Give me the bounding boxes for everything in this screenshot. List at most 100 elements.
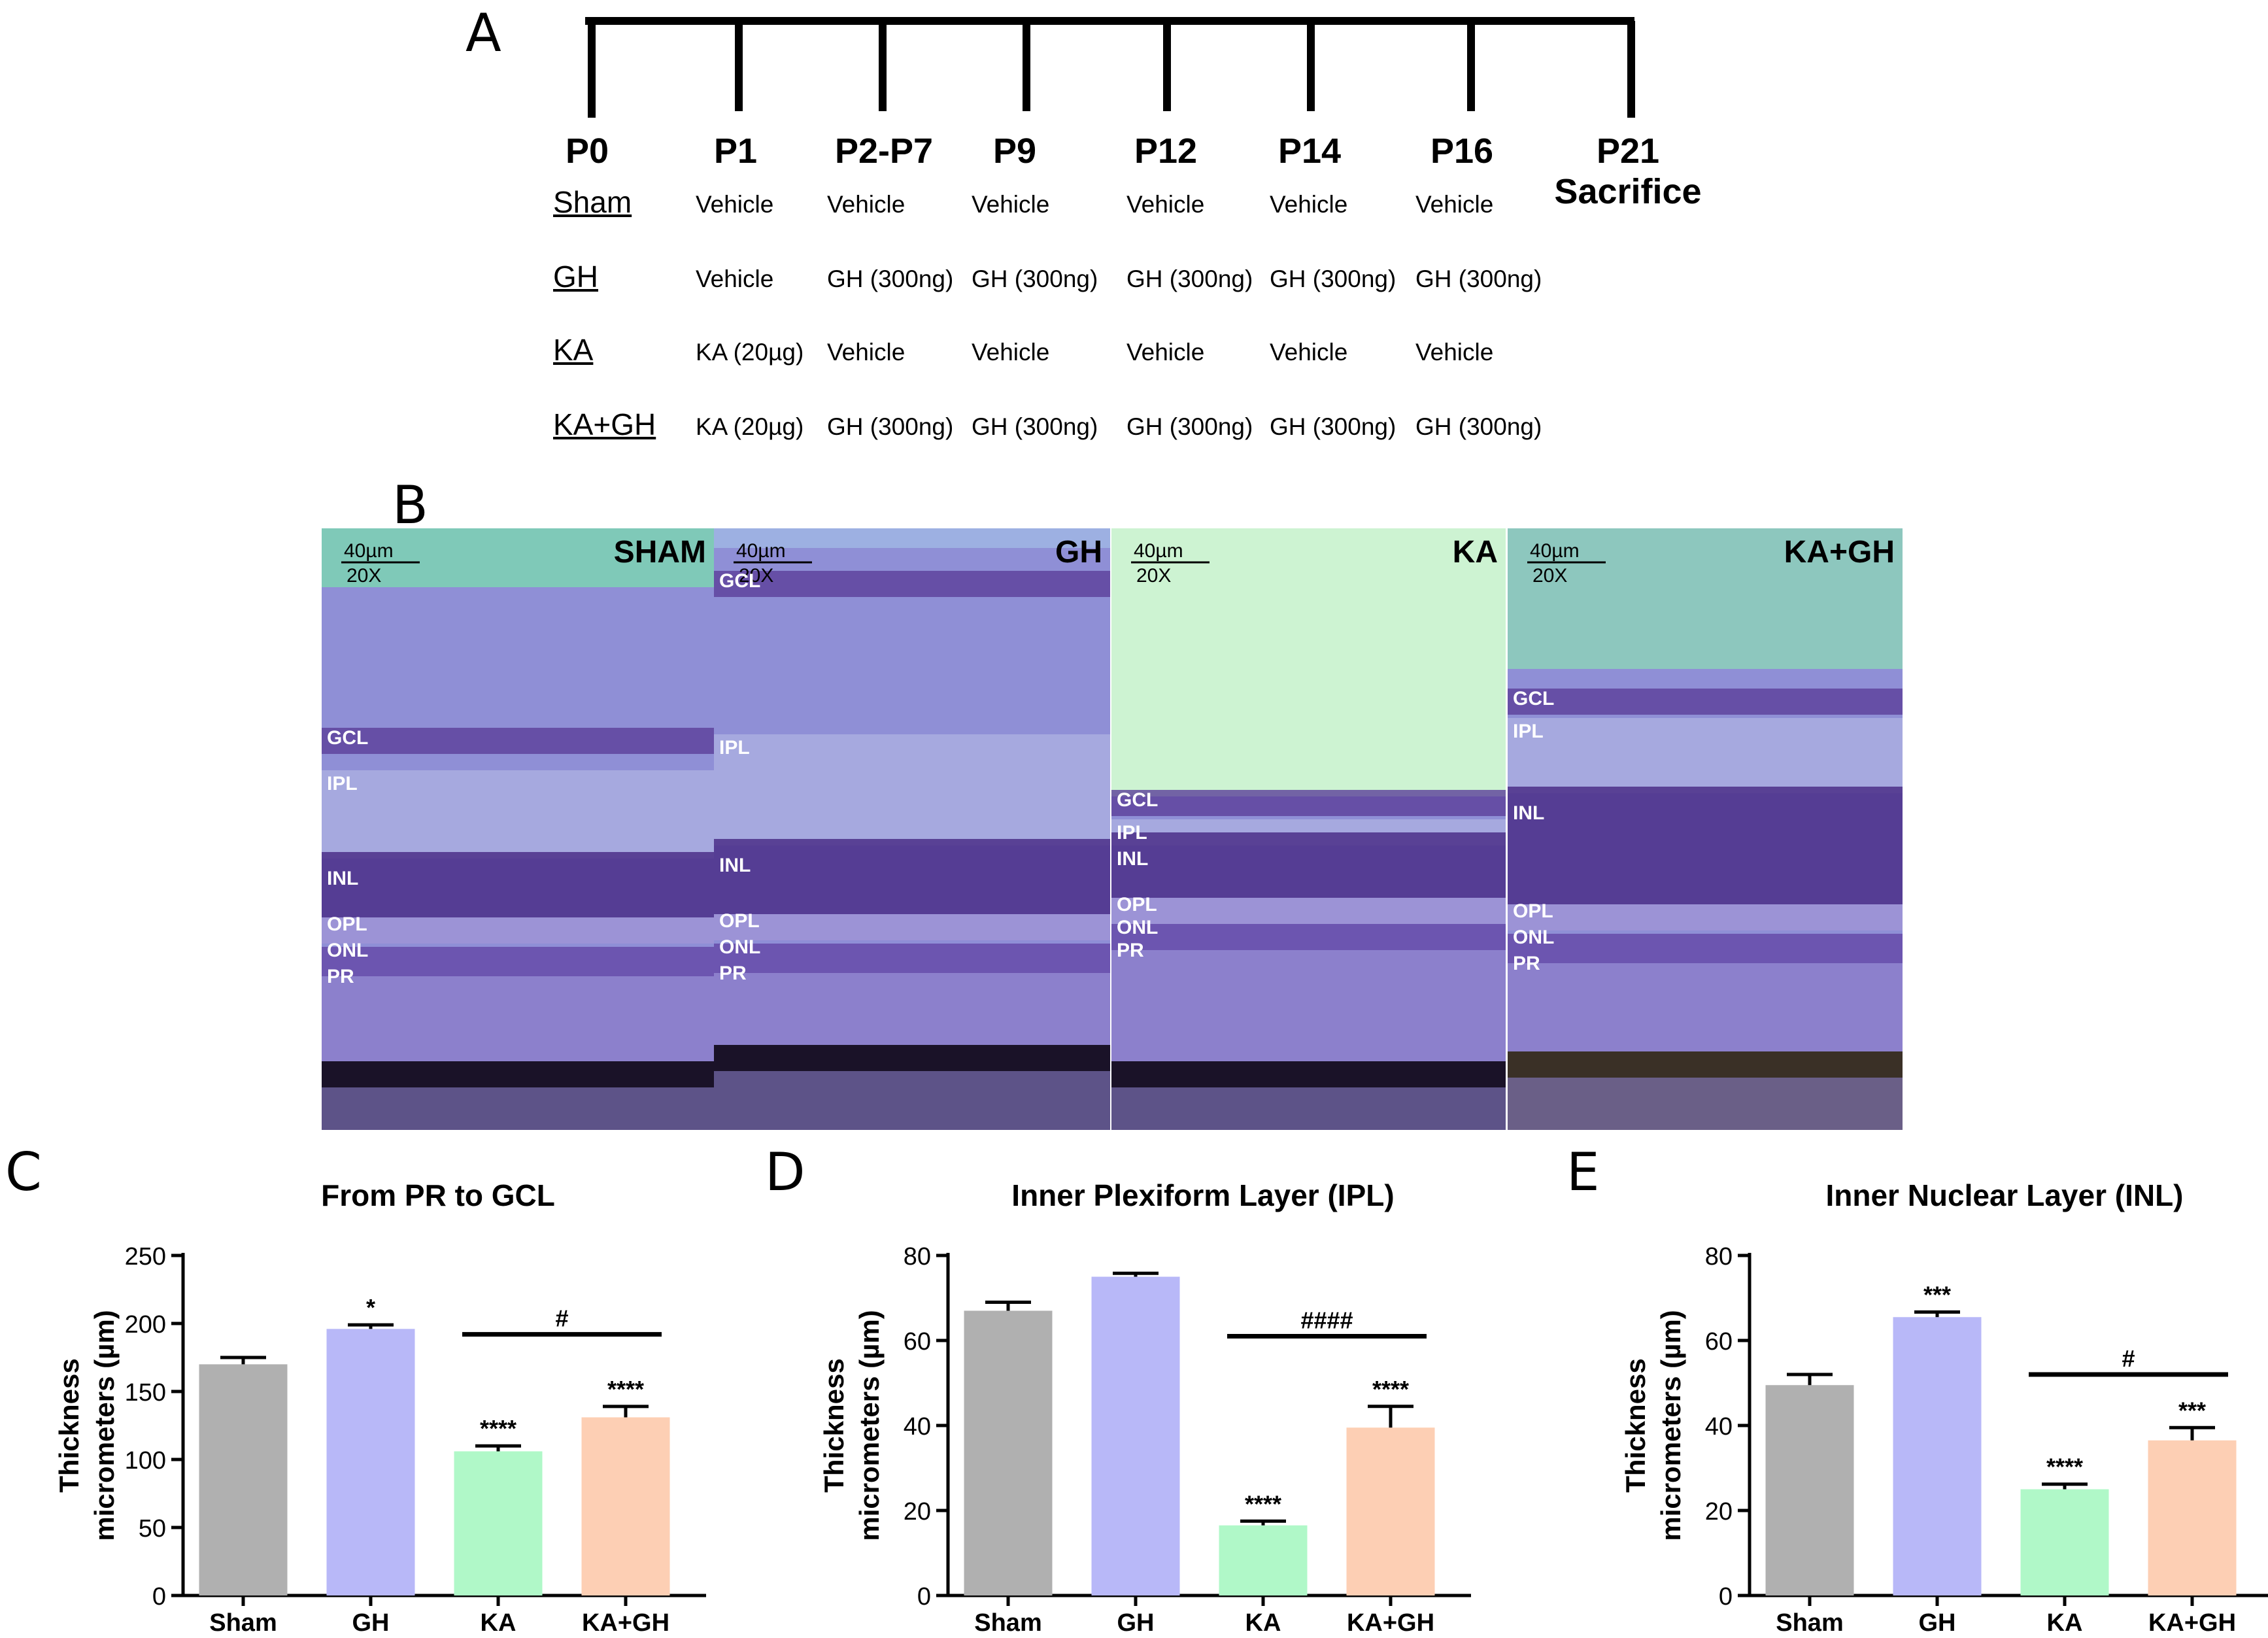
bracket-label: #### — [1300, 1307, 1353, 1334]
treatment-cell: Vehicle — [696, 265, 774, 292]
x-tick-label: GH — [352, 1609, 390, 1637]
bar-ka-gh — [581, 1417, 670, 1595]
treatment-cell: KA (20µg) — [696, 339, 804, 366]
bar-ka — [1219, 1525, 1308, 1595]
treatment-cell: Vehicle — [1126, 191, 1205, 218]
y-tick-label: 200 — [125, 1311, 166, 1339]
micrograph-ka-gh: 40µm 20X KA+GH GCL IPL INL OPL ONL PR — [1508, 528, 1903, 1130]
micrograph-gh: 40µm 20X GH GCL IPL INL OPL ONL PR — [714, 528, 1110, 1130]
bar-sham — [1765, 1385, 1854, 1595]
panel-label-c: C — [5, 1142, 42, 1203]
y-tick-label: 40 — [904, 1413, 931, 1441]
treatment-cell: Vehicle — [1415, 339, 1494, 366]
layer-label-opl: OPL — [719, 910, 760, 932]
x-tick-label: GH — [1117, 1609, 1155, 1637]
panel-label-a: A — [465, 3, 501, 63]
layer-label-opl: OPL — [1117, 894, 1157, 915]
treatment-cell: Vehicle — [827, 339, 906, 366]
y-tick-label: 20 — [1705, 1498, 1733, 1526]
panel-label-b: B — [392, 475, 428, 536]
timeline-day-6: P16 — [1430, 131, 1494, 171]
treatment-cell: Vehicle — [1415, 191, 1494, 218]
layer-label-opl: OPL — [327, 913, 367, 935]
x-tick-label: KA — [1245, 1609, 1281, 1637]
x-tick-label: Sham — [209, 1609, 277, 1637]
layer-label-gcl: GCL — [327, 727, 368, 749]
y-tick-label: 150 — [125, 1379, 166, 1407]
y-tick-label: 0 — [152, 1583, 166, 1611]
bar-gh — [326, 1329, 415, 1595]
magnification-label: 20X — [1136, 565, 1171, 587]
layer-label-gcl: GCL — [1117, 789, 1158, 811]
treatment-cell: GH (300ng) — [827, 265, 954, 292]
x-tick-label: GH — [1919, 1609, 1956, 1637]
x-tick-label: KA — [481, 1609, 516, 1637]
treatment-cell: GH (300ng) — [827, 413, 954, 440]
chart-title: From PR to GCL — [321, 1178, 555, 1212]
treatment-cell: Vehicle — [1270, 339, 1348, 366]
treatment-cell: Vehicle — [1270, 191, 1348, 218]
y-axis-label: micrometers (µm) — [1655, 1310, 1686, 1541]
treatment-cell: Vehicle — [972, 191, 1050, 218]
bar-gh — [1091, 1276, 1180, 1595]
timeline-day-1: P1 — [713, 131, 758, 171]
treatment-cell: GH (300ng) — [972, 413, 1098, 440]
group-label: GH — [553, 260, 598, 294]
micrograph-ka: 40µm 20X KA GCL IPL INL OPL ONL PR — [1111, 528, 1506, 1130]
timeline-day-0: P0 — [565, 131, 609, 171]
significance-stars: **** — [607, 1376, 644, 1403]
chart-title: Inner Plexiform Layer (IPL) — [1011, 1178, 1394, 1212]
bar-ka-gh — [2148, 1440, 2237, 1595]
y-tick-label: 20 — [904, 1498, 931, 1526]
micrograph-sham: 40µm 20X SHAM GCL IPL INL OPL ONL PR — [322, 528, 714, 1130]
y-tick-label: 60 — [1705, 1328, 1733, 1356]
panel-label-d: D — [765, 1142, 805, 1203]
layer-label-onl: ONL — [1117, 917, 1158, 938]
magnification-label: 20X — [347, 565, 381, 587]
y-axis-label: Thickness — [819, 1358, 849, 1492]
treatment-cell: GH (300ng) — [1126, 265, 1253, 292]
x-tick-label: KA+GH — [1347, 1609, 1434, 1637]
y-tick-label: 0 — [917, 1583, 931, 1611]
y-tick-label: 40 — [1705, 1413, 1733, 1441]
bar-ka-gh — [1346, 1427, 1435, 1595]
significance-stars: *** — [2178, 1397, 2206, 1424]
y-axis-label: Thickness — [1620, 1358, 1651, 1492]
panel-label-e: E — [1566, 1142, 1600, 1203]
significance-stars: **** — [480, 1415, 516, 1442]
scale-label: 40µm — [1530, 540, 1580, 562]
micrograph-title: KA+GH — [1784, 535, 1895, 570]
timeline-axis — [585, 17, 1635, 118]
y-axis-label: micrometers (µm) — [89, 1310, 120, 1541]
x-tick-label: KA — [2047, 1609, 2083, 1637]
layer-label-inl: INL — [327, 868, 358, 889]
timeline-day-2: P2-P7 — [834, 131, 934, 171]
magnification-label: 20X — [739, 565, 773, 587]
layer-label-pr: PR — [327, 966, 354, 987]
y-axis-label: Thickness — [54, 1358, 84, 1492]
magnification-label: 20X — [1532, 565, 1567, 587]
y-axis-label: micrometers (µm) — [854, 1310, 885, 1541]
treatment-cell: GH (300ng) — [1270, 265, 1396, 292]
y-tick-label: 60 — [904, 1328, 931, 1356]
layer-label-gcl: GCL — [719, 570, 760, 592]
significance-stars: * — [366, 1294, 375, 1321]
chart-pr-to-gcl: From PR to GCL Thickness micrometers (µm) 0… — [39, 1164, 745, 1638]
scale-label: 40µm — [736, 540, 786, 562]
layer-label-onl: ONL — [719, 936, 760, 958]
layer-label-pr: PR — [719, 963, 747, 984]
significance-stars: **** — [1245, 1490, 1281, 1517]
treatment-cell: KA (20µg) — [696, 413, 804, 440]
sacrifice-label: Sacrifice — [1554, 172, 1702, 211]
significance-stars: *** — [1923, 1281, 1951, 1308]
group-label: KA+GH — [553, 407, 656, 441]
y-tick-label: 80 — [1705, 1243, 1733, 1271]
significance-stars: **** — [2046, 1454, 2083, 1480]
treatment-cell: GH (300ng) — [1270, 413, 1396, 440]
timeline-day-5: P14 — [1278, 131, 1342, 171]
chart-ipl: Inner Plexiform Layer (IPL) Thickness micr… — [804, 1164, 1510, 1638]
layer-label-onl: ONL — [1513, 927, 1554, 948]
scale-label: 40µm — [1134, 540, 1183, 562]
bar-sham — [199, 1364, 288, 1595]
significance-stars: **** — [1372, 1376, 1409, 1403]
